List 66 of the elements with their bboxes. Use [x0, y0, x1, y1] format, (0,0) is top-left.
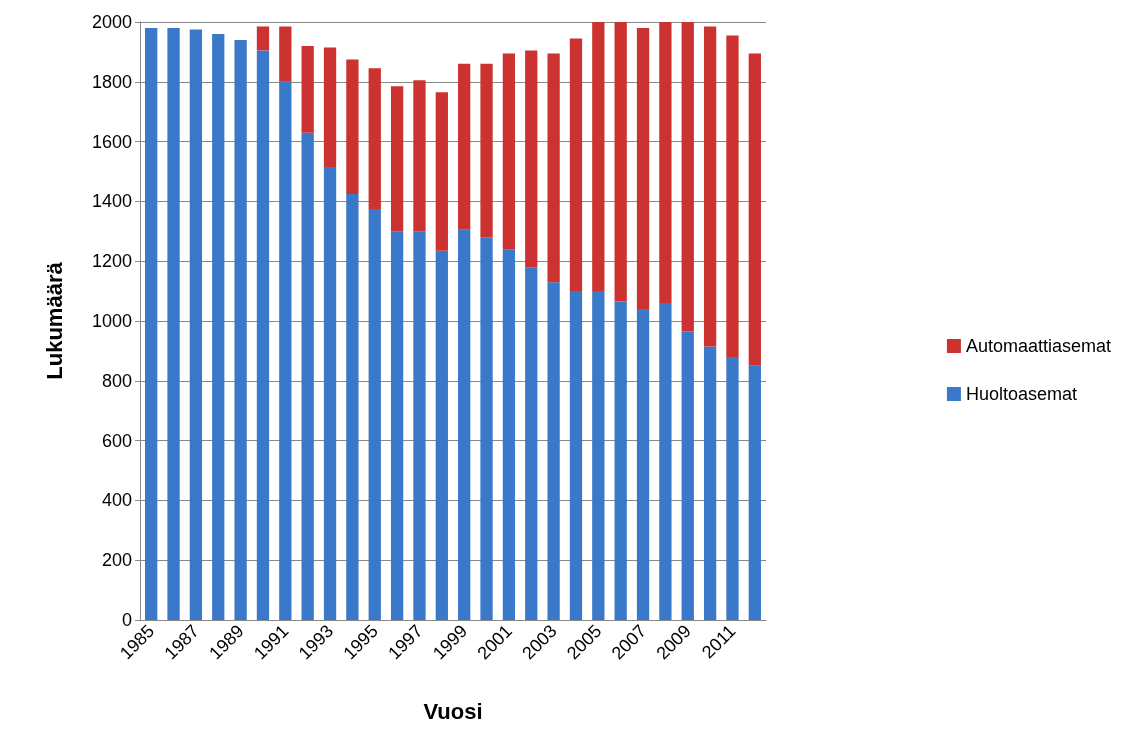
bar	[592, 22, 605, 292]
bar	[234, 39, 247, 620]
bar	[368, 68, 381, 209]
bar	[748, 53, 761, 366]
y-tick-label: 600	[101, 430, 132, 451]
bar	[368, 208, 381, 620]
bar	[569, 38, 583, 292]
bar	[435, 92, 448, 251]
bar	[525, 50, 538, 268]
bar	[167, 27, 180, 620]
bar	[726, 356, 739, 620]
y-tick-label: 400	[101, 490, 132, 511]
bar	[413, 80, 426, 232]
bar	[703, 26, 717, 347]
bar	[323, 47, 337, 168]
y-tick-label: 1000	[91, 311, 132, 331]
y-axis-title: Lukumäärä	[41, 261, 67, 380]
bar	[614, 22, 627, 302]
y-tick-label: 1600	[91, 131, 132, 152]
bar	[301, 45, 314, 133]
bar	[301, 132, 314, 620]
bar	[413, 231, 426, 620]
bar	[502, 249, 516, 620]
bar	[525, 267, 538, 620]
y-tick-label: 1800	[91, 71, 132, 92]
y-tick-label: 2000	[91, 12, 132, 32]
bar	[212, 33, 225, 620]
bar	[636, 309, 650, 620]
bar	[547, 53, 560, 283]
bar	[569, 291, 583, 620]
y-tick-label: 200	[101, 550, 132, 571]
bar	[189, 29, 203, 620]
legend-label: Automaattiasemat	[965, 336, 1112, 356]
bar	[346, 59, 359, 194]
y-tick-label: 0	[121, 610, 132, 630]
bar	[458, 63, 471, 230]
bar	[256, 50, 270, 620]
bar	[480, 237, 493, 620]
bar	[703, 346, 717, 620]
bar	[390, 231, 404, 620]
y-tick-label: 1400	[91, 191, 132, 212]
bar	[480, 63, 493, 238]
bar	[659, 22, 672, 304]
y-tick-label: 1200	[91, 251, 132, 272]
legend-label: Huoltoasemat	[965, 384, 1077, 404]
bar	[748, 365, 761, 620]
bar	[681, 331, 694, 620]
bar	[458, 229, 471, 620]
bar	[659, 303, 672, 620]
bar	[592, 291, 605, 620]
bar	[323, 167, 337, 620]
bar	[145, 27, 158, 620]
bar	[502, 53, 516, 250]
bar	[390, 86, 404, 232]
y-tick-label: 800	[101, 370, 132, 391]
bar	[614, 301, 627, 620]
bar	[279, 26, 292, 82]
bar	[256, 26, 270, 51]
bar	[547, 282, 560, 620]
bar	[681, 22, 694, 332]
bar	[435, 250, 448, 620]
bar	[279, 81, 292, 620]
bar	[346, 193, 359, 620]
x-axis-title: Vuosi	[423, 698, 483, 724]
bar	[636, 27, 650, 310]
bar	[726, 35, 739, 357]
